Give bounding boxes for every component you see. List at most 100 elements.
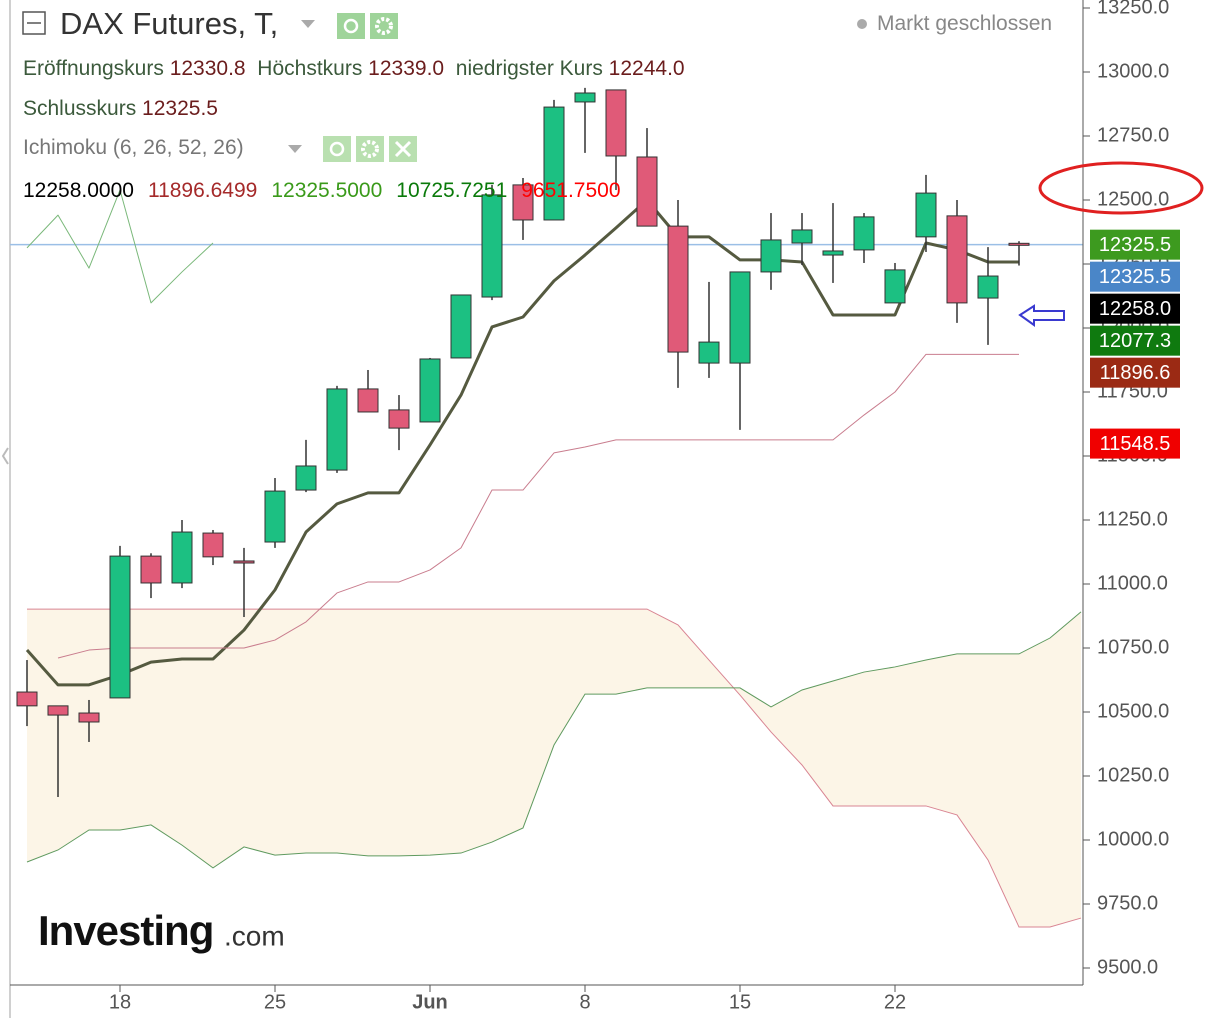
indicator-dropdown[interactable] bbox=[288, 145, 302, 153]
price-label: 12258.0 bbox=[1099, 298, 1171, 320]
y-tick-label: 10750.0 bbox=[1097, 636, 1169, 658]
candle-body bbox=[822, 250, 844, 256]
candle-body bbox=[853, 216, 875, 251]
y-tick-label: 10500.0 bbox=[1097, 700, 1169, 722]
gear-icon bbox=[361, 140, 379, 158]
pointer-arrow bbox=[1018, 304, 1065, 327]
y-tick-label: 13000.0 bbox=[1097, 60, 1169, 82]
candle-body bbox=[481, 194, 503, 298]
candle-body bbox=[16, 691, 38, 707]
x-tick-label: 8 bbox=[579, 991, 590, 1013]
collapse-button[interactable] bbox=[22, 11, 46, 35]
candle-body bbox=[1008, 242, 1030, 246]
cloud-upper-line bbox=[27, 608, 1082, 928]
candle-body bbox=[388, 409, 410, 429]
watermark-brand: Investing bbox=[38, 907, 213, 954]
candle-body bbox=[357, 388, 379, 413]
x-tick-label: 15 bbox=[729, 991, 751, 1013]
price-label-layer: 12325.5 12325.5 12258.0 12077.3 11896.6 11548… bbox=[1090, 229, 1180, 459]
ohlc-label: Höchstkurs bbox=[257, 57, 363, 80]
candle-body bbox=[202, 532, 224, 558]
settings-button[interactable] bbox=[370, 13, 398, 39]
price-label: 12325.5 bbox=[1099, 234, 1171, 256]
candle-body bbox=[326, 388, 348, 471]
candle-body bbox=[574, 92, 596, 103]
y-tick-label: 9500.0 bbox=[1097, 956, 1158, 978]
candle-body bbox=[636, 156, 658, 227]
x-tick-label: 22 bbox=[884, 991, 906, 1013]
x-tick-label: 25 bbox=[264, 991, 286, 1013]
y-tick-label: 12500.0 bbox=[1097, 188, 1169, 210]
market-status: Markt geschlossen bbox=[877, 12, 1053, 35]
eye-icon bbox=[343, 18, 359, 34]
candle-body bbox=[977, 275, 999, 299]
indicator-value: 12325.5000 bbox=[271, 179, 383, 202]
status-dot bbox=[857, 19, 867, 29]
indicator-settings-button[interactable] bbox=[356, 136, 384, 162]
gear-icon bbox=[375, 17, 393, 35]
candle-body bbox=[884, 269, 906, 304]
ohlc-value: 12330.8 bbox=[169, 57, 246, 80]
y-tick-label: 12750.0 bbox=[1097, 124, 1169, 146]
candle-body bbox=[667, 225, 689, 353]
ohlc-row-1: Eröffnungskurs 12330.8 Höchstkurs 12339.… bbox=[23, 57, 685, 81]
price-label-box bbox=[1090, 229, 1180, 260]
ohlc-value: 12325.5 bbox=[142, 97, 218, 120]
y-tick-label: 13250.0 bbox=[1097, 0, 1169, 18]
candle-body bbox=[698, 341, 720, 364]
x-tick-label: 18 bbox=[109, 991, 131, 1013]
indicator-value: 9651.7500 bbox=[521, 179, 621, 202]
price-label: 12325.5 bbox=[1099, 266, 1171, 288]
ohlc-value: 12244.0 bbox=[608, 57, 685, 80]
y-tick-label: 10000.0 bbox=[1097, 828, 1169, 850]
indicator-line bbox=[26, 189, 214, 304]
line-layer bbox=[10, 189, 1083, 687]
y-tick-label: 11000.0 bbox=[1097, 572, 1168, 594]
candle-body bbox=[419, 358, 441, 423]
y-tick-label: 10250.0 bbox=[1097, 764, 1169, 786]
candle-body bbox=[233, 560, 255, 564]
y-tick-label: 11250.0 bbox=[1097, 508, 1168, 530]
candle-body bbox=[140, 555, 162, 584]
indicator-name: Ichimoku (6, 26, 52, 26) bbox=[23, 136, 244, 159]
candle-body bbox=[915, 192, 937, 238]
eye-icon bbox=[329, 141, 345, 157]
candle-body bbox=[946, 215, 968, 304]
candle-body bbox=[512, 184, 534, 221]
candle-body bbox=[760, 239, 782, 273]
ohlc-label: Schlusskurs bbox=[23, 97, 137, 120]
candle-body bbox=[78, 712, 100, 723]
candle-layer bbox=[16, 87, 1030, 797]
price-label: 11896.6 bbox=[1100, 362, 1171, 384]
price-label-box bbox=[1090, 357, 1180, 388]
watermark-suffix: .com bbox=[224, 920, 285, 951]
indicator-eye-button[interactable] bbox=[323, 136, 351, 162]
cloud-lower-line bbox=[26, 611, 1082, 869]
cloud-fill bbox=[27, 609, 1081, 928]
remove-icon bbox=[394, 140, 412, 158]
x-tick-label: Jun bbox=[412, 991, 448, 1013]
scroll-arrow[interactable] bbox=[1, 447, 9, 465]
indicator-values: 12258.0000 11896.6499 12325.5000 10725.7251… bbox=[23, 179, 635, 203]
candle-body bbox=[605, 89, 627, 157]
candle-body bbox=[47, 705, 69, 716]
candle-body bbox=[264, 490, 286, 543]
candle-body bbox=[109, 555, 131, 699]
eye-button[interactable] bbox=[337, 13, 365, 39]
indicator-value: 10725.7251 bbox=[396, 179, 508, 202]
candle-body bbox=[171, 531, 193, 584]
candle-body bbox=[791, 229, 813, 244]
cloud-layer bbox=[26, 608, 1082, 928]
indicator-value: 11896.6499 bbox=[147, 179, 258, 202]
price-label-box bbox=[1090, 325, 1180, 356]
y-tick-label: 9750.0 bbox=[1097, 892, 1158, 914]
dropdown-arrow[interactable] bbox=[301, 20, 315, 28]
indicator-value: 12258.0000 bbox=[23, 179, 134, 202]
candle-body bbox=[450, 294, 472, 359]
highlight-ellipse bbox=[1038, 161, 1204, 215]
chart-title: DAX Futures, T, bbox=[60, 6, 279, 41]
ohlc-value: 12339.0 bbox=[368, 57, 445, 80]
indicator-line bbox=[57, 353, 1019, 659]
